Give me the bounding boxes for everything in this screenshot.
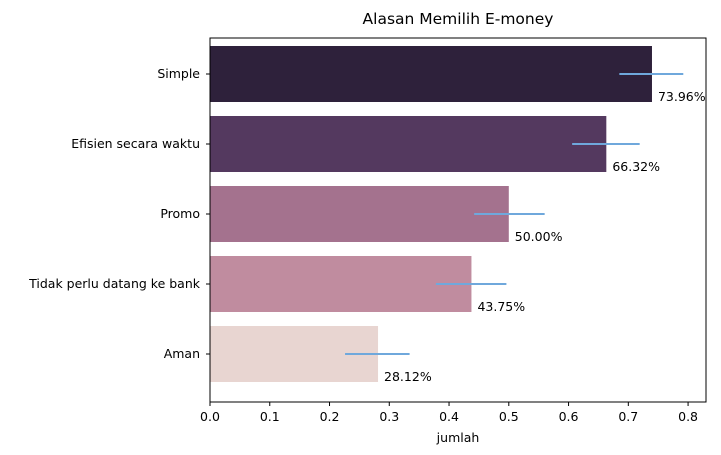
x-axis-label: jumlah bbox=[436, 430, 480, 445]
x-tick-label: 0.7 bbox=[618, 409, 638, 424]
bars bbox=[210, 46, 652, 382]
data-label: 66.32% bbox=[612, 159, 660, 174]
x-tick-label: 0.3 bbox=[379, 409, 399, 424]
category-label: Simple bbox=[157, 66, 200, 81]
bar bbox=[210, 186, 509, 242]
category-labels: Simple Efisien secara waktu Promo Tidak per… bbox=[28, 66, 210, 361]
data-label: 50.00% bbox=[515, 229, 563, 244]
chart-title: Alasan Memilih E-money bbox=[363, 10, 554, 28]
x-tick-label: 0.4 bbox=[439, 409, 459, 424]
category-label: Tidak perlu datang ke bank bbox=[28, 276, 201, 291]
bar bbox=[210, 46, 652, 102]
x-tick-label: 0.0 bbox=[200, 409, 220, 424]
x-tick-label: 0.8 bbox=[678, 409, 698, 424]
plot-frame bbox=[209, 37, 707, 403]
x-tick-label: 0.1 bbox=[260, 409, 280, 424]
x-tick-label: 0.2 bbox=[320, 409, 340, 424]
bar bbox=[210, 256, 472, 312]
category-label: Efisien secara waktu bbox=[71, 136, 200, 151]
bar bbox=[210, 116, 607, 172]
data-labels: 73.96% 66.32% 50.00% 43.75% 28.12% bbox=[384, 89, 706, 384]
category-label: Aman bbox=[164, 346, 200, 361]
x-tick-label: 0.5 bbox=[499, 409, 519, 424]
data-label: 43.75% bbox=[477, 299, 525, 314]
x-tick-label: 0.6 bbox=[559, 409, 579, 424]
data-label: 73.96% bbox=[658, 89, 706, 104]
error-bars bbox=[345, 73, 684, 355]
data-label: 28.12% bbox=[384, 369, 432, 384]
x-axis-ticks: 0.0 0.1 0.2 0.3 0.4 0.5 0.6 0.7 0.8 bbox=[200, 402, 698, 424]
category-label: Promo bbox=[160, 206, 200, 221]
